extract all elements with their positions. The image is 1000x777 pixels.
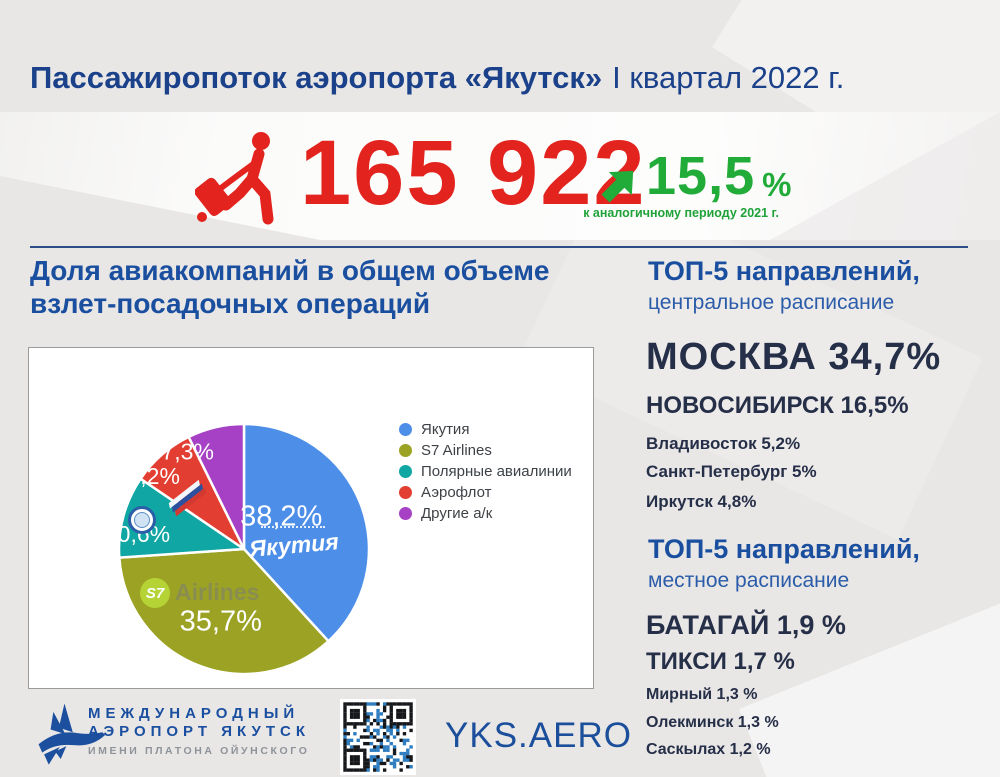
airport-name-line2: АЭРОПОРТ ЯКУТСК xyxy=(88,723,310,740)
qr-code xyxy=(340,699,416,775)
pie-chart-svg: 38,2%35,7%10,6%8,2%7,3% xyxy=(105,422,371,676)
s7-airlines-wordmark: Airlines xyxy=(175,579,260,605)
website-url: YKS.AERO xyxy=(445,716,632,755)
growth-value: 15,5 xyxy=(646,146,756,206)
s7-airlines-logo: S7 xyxy=(140,578,170,608)
pie-slice-label-1: 35,7% xyxy=(180,606,262,638)
legend-dot xyxy=(399,423,412,436)
chart-section-title-line1: Доля авиакомпаний в общем объеме xyxy=(30,255,550,286)
chart-section-title-line2: взлет-посадочных операций xyxy=(30,288,431,319)
airport-name-line1: МЕЖДУНАРОДНЫЙ xyxy=(88,705,300,722)
top5-local-row-2: ТИКСИ 1,7 % xyxy=(646,648,795,675)
pie-slice-label-4: 7,3% xyxy=(161,439,213,465)
airport-name-line3: ИМЕНИ ПЛАТОНА ОЙУНСКОГО xyxy=(88,745,310,757)
pie-chart-card: 38,2% 35,7% 10,6% 8,2% 7,3% Якутия S7 Airlin… xyxy=(28,347,594,689)
passenger-with-luggage-icon xyxy=(195,132,274,225)
section-divider xyxy=(30,246,968,248)
top5-local-title: ТОП-5 направлений, xyxy=(648,534,920,564)
page-title-period: I квартал 2022 г. xyxy=(612,60,845,95)
legend-label: Якутия xyxy=(421,421,470,438)
top5-central-subtitle: центральное расписание xyxy=(648,291,895,314)
yakutia-logo-decor xyxy=(261,526,325,528)
legend-item-1: S7 Airlines xyxy=(399,440,572,461)
legend-label: S7 Airlines xyxy=(421,442,492,459)
growth-unit: % xyxy=(762,166,792,203)
legend-item-3: Аэрофлот xyxy=(399,482,572,503)
growth-arrow-icon xyxy=(601,170,634,203)
top5-central-row-1: МОСКВА 34,7% xyxy=(646,336,942,378)
page-title-main: Пассажиропоток аэропорта «Якутск» xyxy=(30,60,603,95)
top5-local-row-3: Мирный 1,3 % xyxy=(646,686,758,703)
page-title: Пассажиропоток аэропорта «Якутск» I кварт… xyxy=(30,58,844,98)
top5-central-row-3: Владивосток 5,2% xyxy=(646,434,801,453)
legend-dot xyxy=(399,444,412,457)
pie-legend: Якутия S7 Airlines Полярные авиалинии Аэроф… xyxy=(399,419,572,524)
polar-airlines-logo xyxy=(128,506,156,534)
top5-local-subtitle: местное расписание xyxy=(648,569,850,592)
polar-airlines-emblem xyxy=(134,512,150,528)
top5-local-row-4: Олекминск 1,3 % xyxy=(646,714,779,731)
pie-slice-label-3: 8,2% xyxy=(127,463,179,489)
legend-dot xyxy=(399,507,412,520)
top5-local-row-5: Саскылах 1,2 % xyxy=(646,741,771,758)
legend-label: Аэрофлот xyxy=(421,484,492,501)
growth-indicator: 15,5 % xyxy=(598,148,791,206)
legend-label: Другие а/к xyxy=(421,505,493,522)
legend-dot xyxy=(399,465,412,478)
legend-dot xyxy=(399,486,412,499)
pie-slice-1 xyxy=(118,547,330,676)
legend-item-2: Полярные авиалинии xyxy=(399,461,572,482)
top5-central-title: ТОП-5 направлений, xyxy=(648,256,920,286)
top5-local-row-1: БАТАГАЙ 1,9 % xyxy=(646,610,846,640)
top5-central-row-2: НОВОСИБИРСК 16,5% xyxy=(646,392,909,419)
legend-item-0: Якутия xyxy=(399,419,572,440)
top5-central-row-4: Санкт-Петербург 5% xyxy=(646,462,817,481)
pie-slice-2 xyxy=(117,477,246,559)
passenger-count: 165 922 xyxy=(300,122,647,224)
chart-section-title: Доля авиакомпаний в общем объеме взлет-п… xyxy=(30,254,550,320)
pie-slice-0 xyxy=(242,422,371,643)
top5-central-row-5: Иркутск 4,8% xyxy=(646,492,757,511)
growth-caption: к аналогичному периоду 2021 г. xyxy=(583,206,779,220)
legend-item-4: Другие а/к xyxy=(399,503,572,524)
airport-bird-logo xyxy=(38,703,106,765)
pie-slice-4 xyxy=(187,422,246,551)
legend-label: Полярные авиалинии xyxy=(421,463,572,480)
